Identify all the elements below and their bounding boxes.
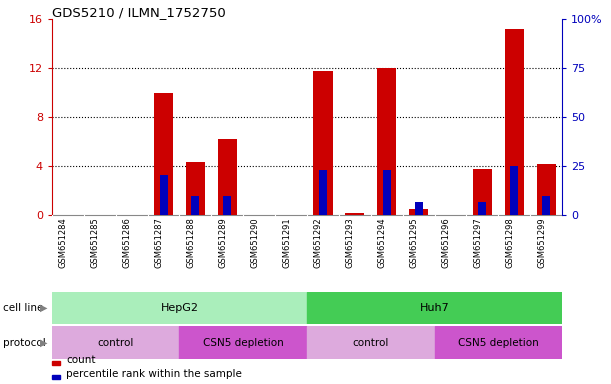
Bar <box>313 71 332 215</box>
Text: GSM651292: GSM651292 <box>314 217 323 268</box>
Text: GSM651289: GSM651289 <box>218 217 227 268</box>
Bar <box>218 139 237 215</box>
Text: cell line: cell line <box>3 303 43 313</box>
Bar <box>307 326 434 359</box>
Text: GSM651295: GSM651295 <box>409 217 419 268</box>
Text: percentile rank within the sample: percentile rank within the sample <box>66 369 242 379</box>
Bar <box>409 209 428 215</box>
Text: GSM651287: GSM651287 <box>155 217 164 268</box>
Bar <box>377 68 397 215</box>
Text: Huh7: Huh7 <box>420 303 450 313</box>
Text: CSN5 depletion: CSN5 depletion <box>203 338 284 348</box>
Bar <box>542 197 550 215</box>
Text: GSM651288: GSM651288 <box>186 217 196 268</box>
Text: GDS5210 / ILMN_1752750: GDS5210 / ILMN_1752750 <box>52 6 225 19</box>
Bar <box>154 93 173 215</box>
Bar <box>180 326 307 359</box>
Text: GSM651296: GSM651296 <box>442 217 450 268</box>
Text: GSM651286: GSM651286 <box>123 217 131 268</box>
Text: GSM651293: GSM651293 <box>346 217 355 268</box>
Text: GSM651284: GSM651284 <box>59 217 68 268</box>
Text: ▶: ▶ <box>40 303 47 313</box>
Bar <box>345 213 364 215</box>
Text: GSM651285: GSM651285 <box>91 217 100 268</box>
Text: ▶: ▶ <box>40 338 47 348</box>
Bar <box>382 170 390 215</box>
Bar <box>52 326 180 359</box>
Text: GSM651298: GSM651298 <box>505 217 514 268</box>
Bar <box>478 202 486 215</box>
Text: control: control <box>98 338 134 348</box>
Bar <box>186 162 205 215</box>
Bar <box>319 170 327 215</box>
Text: HepG2: HepG2 <box>161 303 199 313</box>
Text: CSN5 depletion: CSN5 depletion <box>458 338 539 348</box>
Bar <box>505 29 524 215</box>
Bar <box>307 292 562 324</box>
Bar <box>434 326 562 359</box>
Bar <box>52 292 307 324</box>
Bar <box>191 197 199 215</box>
Bar <box>536 164 556 215</box>
Bar <box>159 175 167 215</box>
Text: GSM651297: GSM651297 <box>474 217 483 268</box>
Bar <box>224 197 232 215</box>
Text: GSM651294: GSM651294 <box>378 217 387 268</box>
Text: GSM651299: GSM651299 <box>537 217 546 268</box>
Text: GSM651290: GSM651290 <box>250 217 259 268</box>
Text: control: control <box>353 338 389 348</box>
Text: protocol: protocol <box>3 338 46 348</box>
Bar <box>415 202 423 215</box>
Text: count: count <box>66 355 95 365</box>
Bar <box>473 169 492 215</box>
Bar <box>510 166 518 215</box>
Text: GSM651291: GSM651291 <box>282 217 291 268</box>
